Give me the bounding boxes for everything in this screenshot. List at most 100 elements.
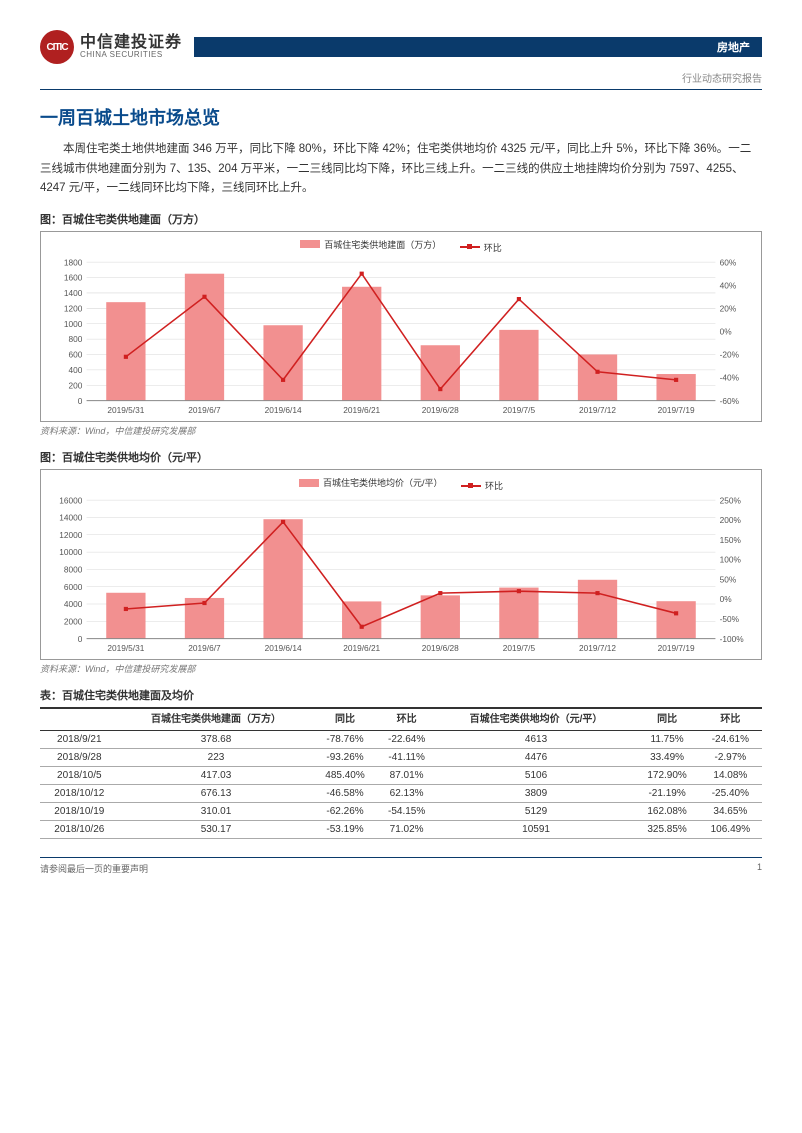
table-cell: -24.61%	[699, 731, 762, 749]
table-row: 2018/10/5417.03485.40%87.01%5106172.90%1…	[40, 767, 762, 785]
chart1-legend-bar: 百城住宅类供地建面（万方）	[324, 238, 441, 251]
svg-text:2019/6/28: 2019/6/28	[422, 405, 459, 415]
svg-text:2019/6/14: 2019/6/14	[265, 405, 302, 415]
chart1-legend: 百城住宅类供地建面（万方） 环比	[47, 238, 755, 254]
table-cell: -21.19%	[635, 785, 698, 803]
svg-text:20%: 20%	[720, 303, 737, 313]
svg-text:2019/7/5: 2019/7/5	[503, 643, 536, 653]
legend-line-swatch	[460, 246, 480, 248]
table-header-cell	[40, 708, 119, 731]
table-header-cell: 百城住宅类供地建面（万方）	[119, 708, 314, 731]
table-row: 2018/9/28223-93.26%-41.11%447633.49%-2.9…	[40, 749, 762, 767]
svg-text:600: 600	[69, 349, 83, 359]
logo-en-text: CHINA SECURITIES	[80, 51, 182, 60]
svg-text:1600: 1600	[64, 272, 83, 282]
table-cell: 4613	[437, 731, 636, 749]
table-cell: 172.90%	[635, 767, 698, 785]
svg-text:2019/7/12: 2019/7/12	[579, 643, 616, 653]
svg-text:1200: 1200	[64, 303, 83, 313]
svg-text:-40%: -40%	[720, 372, 740, 382]
table-cell: 378.68	[119, 731, 314, 749]
section-title: 一周百城土地市场总览	[40, 104, 762, 130]
logo-block: CITIC 中信建投证券 CHINA SECURITIES	[40, 30, 182, 64]
table-cell: 33.49%	[635, 749, 698, 767]
table-cell: 325.85%	[635, 821, 698, 839]
table-cell: -25.40%	[699, 785, 762, 803]
svg-text:-100%: -100%	[720, 634, 745, 644]
report-type: 行业动态研究报告	[40, 70, 762, 85]
svg-text:-60%: -60%	[720, 395, 740, 405]
svg-text:-20%: -20%	[720, 349, 740, 359]
table-cell: 2018/10/26	[40, 821, 119, 839]
table-cell: 676.13	[119, 785, 314, 803]
table-cell: 34.65%	[699, 803, 762, 821]
chart2-box: 百城住宅类供地均价（元/平） 环比 0200040006000800010000…	[40, 469, 762, 660]
svg-text:16000: 16000	[59, 496, 82, 505]
table-cell: 530.17	[119, 821, 314, 839]
footer-left: 请参阅最后一页的重要声明	[40, 862, 148, 875]
svg-text:0: 0	[78, 634, 83, 644]
table-cell: -62.26%	[313, 803, 376, 821]
table-cell: 11.75%	[635, 731, 698, 749]
table-cell: -46.58%	[313, 785, 376, 803]
table-cell: 2018/10/12	[40, 785, 119, 803]
header-divider	[40, 89, 762, 90]
table-row: 2018/9/21378.68-78.76%-22.64%461311.75%-…	[40, 731, 762, 749]
chart1-svg: 020040060080010001200140016001800-60%-40…	[47, 258, 755, 419]
table-cell: 62.13%	[377, 785, 437, 803]
table-cell: 223	[119, 749, 314, 767]
svg-text:8000: 8000	[64, 565, 83, 575]
table-cell: 10591	[437, 821, 636, 839]
chart1-box: 百城住宅类供地建面（万方） 环比 02004006008001000120014…	[40, 231, 762, 422]
svg-text:2019/6/28: 2019/6/28	[422, 643, 459, 653]
svg-text:60%: 60%	[720, 258, 737, 267]
table-header-cell: 百城住宅类供地均价（元/平）	[437, 708, 636, 731]
svg-text:2019/7/5: 2019/7/5	[503, 405, 536, 415]
table-cell: 2018/9/21	[40, 731, 119, 749]
table-cell: -93.26%	[313, 749, 376, 767]
svg-text:12000: 12000	[59, 530, 82, 540]
table-cell: 71.02%	[377, 821, 437, 839]
table-cell: 2018/9/28	[40, 749, 119, 767]
svg-text:0%: 0%	[720, 326, 733, 336]
table-cell: -2.97%	[699, 749, 762, 767]
chart2-svg: 0200040006000800010000120001400016000-10…	[47, 496, 755, 657]
table-header-cell: 环比	[699, 708, 762, 731]
svg-text:2019/6/21: 2019/6/21	[343, 643, 380, 653]
table-header-cell: 环比	[377, 708, 437, 731]
table-cell: 5106	[437, 767, 636, 785]
table-cell: 106.49%	[699, 821, 762, 839]
svg-text:50%: 50%	[720, 574, 737, 584]
legend-bar-swatch	[299, 479, 319, 487]
header: CITIC 中信建投证券 CHINA SECURITIES 房地产	[40, 30, 762, 64]
logo-icon: CITIC	[40, 30, 74, 64]
svg-text:40%: 40%	[720, 280, 737, 290]
footer-page-num: 1	[757, 862, 762, 875]
svg-text:2019/7/19: 2019/7/19	[658, 405, 695, 415]
logo-cn-text: 中信建投证券	[80, 34, 182, 52]
svg-text:800: 800	[69, 334, 83, 344]
table-row: 2018/10/12676.13-46.58%62.13%3809-21.19%…	[40, 785, 762, 803]
table-cell: -41.11%	[377, 749, 437, 767]
svg-text:1800: 1800	[64, 258, 83, 267]
svg-text:2019/6/21: 2019/6/21	[343, 405, 380, 415]
table-cell: 5129	[437, 803, 636, 821]
body-paragraph: 本周住宅类土地供地建面 346 万平，同比下降 80%，环比下降 42%；住宅类…	[40, 140, 762, 199]
table-cell: -22.64%	[377, 731, 437, 749]
svg-text:2000: 2000	[64, 616, 83, 626]
footer: 请参阅最后一页的重要声明 1	[40, 857, 762, 875]
table-title: 表：百城住宅类供地建面及均价	[40, 687, 762, 703]
table-cell: -78.76%	[313, 731, 376, 749]
chart2-source: 资料来源：Wind，中信建投研究发展部	[40, 662, 762, 675]
chart2-legend: 百城住宅类供地均价（元/平） 环比	[47, 476, 755, 492]
chart1-title: 图：百城住宅类供地建面（万方）	[40, 211, 762, 227]
svg-text:0%: 0%	[720, 594, 733, 604]
table-cell: 162.08%	[635, 803, 698, 821]
table-header-cell: 同比	[313, 708, 376, 731]
svg-text:0: 0	[78, 395, 83, 405]
svg-text:150%: 150%	[720, 535, 742, 545]
svg-text:2019/7/19: 2019/7/19	[658, 643, 695, 653]
svg-text:10000: 10000	[59, 547, 82, 557]
table-cell: 485.40%	[313, 767, 376, 785]
svg-text:14000: 14000	[59, 513, 82, 523]
